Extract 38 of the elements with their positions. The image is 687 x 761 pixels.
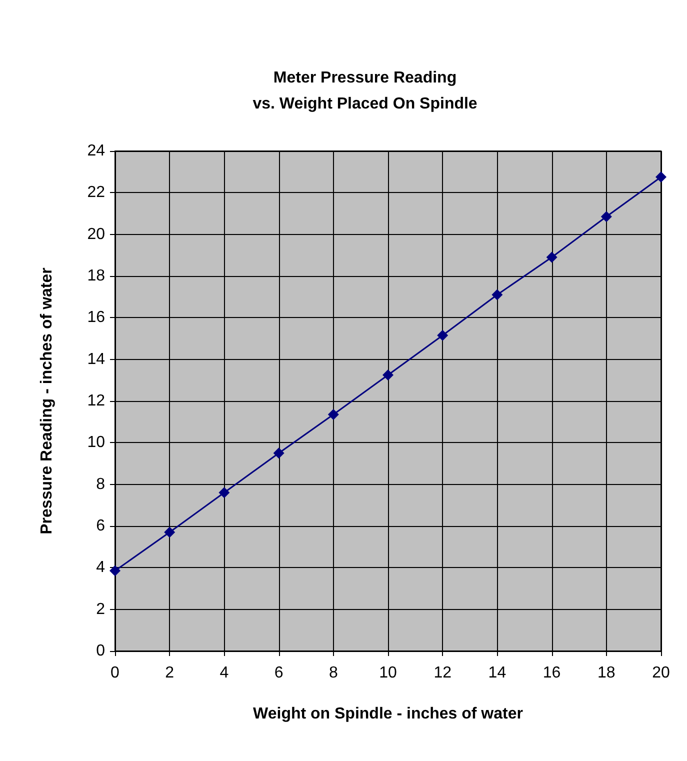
y-axis-title: Pressure Reading - inches of water [38,268,56,534]
x-tick-label: 10 [379,664,397,682]
y-tick-label: 6 [96,518,106,534]
x-axis-title: Weight on Spindle - inches of water [253,706,523,722]
y-tick-label: 14 [87,350,106,368]
y-tick-label: 18 [87,268,106,284]
y-tick-label: 0 [96,642,106,660]
point [492,289,503,300]
chart-title: Meter Pressure Reading vs. Weight Placed On Spindle [252,70,478,112]
x-tick-label: 16 [542,664,561,682]
x-tick-label: 18 [598,664,616,682]
point [437,330,448,341]
y-tick-label: 22 [87,184,106,202]
x-tick-label: 8 [328,664,338,682]
y-tick-label: 4 [96,559,106,576]
y-tick-label: 24 [87,142,106,160]
x-tick-label: 14 [488,664,506,682]
point [273,448,284,459]
x-tick-label: 2 [165,664,174,682]
y-tick-label: 2 [96,600,106,618]
x-tick-label: 0 [110,664,120,682]
point [546,252,558,263]
point [218,487,230,498]
point [600,211,612,222]
x-tick-label: 6 [274,664,284,682]
point [164,526,176,538]
x-tick-label: 12 [434,664,452,682]
point [328,409,339,420]
x-tick-label: 20 [652,664,670,682]
point [382,369,394,380]
y-tick-label: 16 [87,309,106,326]
y-tick-label: 12 [87,392,106,410]
x-tick-label: 4 [220,664,229,682]
y-tick-label: 10 [87,434,106,452]
y-tick-label: 8 [96,476,106,493]
point [656,172,666,183]
y-tick-label: 20 [87,226,106,243]
point [110,565,120,576]
